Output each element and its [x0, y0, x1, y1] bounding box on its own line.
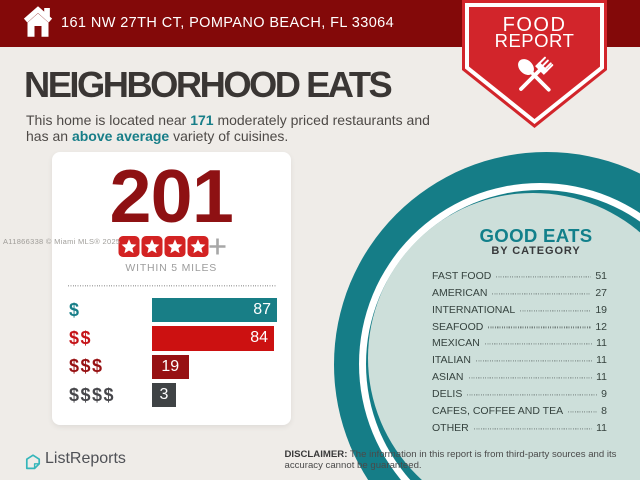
- svg-text:FOOD: FOOD: [503, 14, 567, 36]
- svg-text:REPORT: REPORT: [495, 30, 575, 51]
